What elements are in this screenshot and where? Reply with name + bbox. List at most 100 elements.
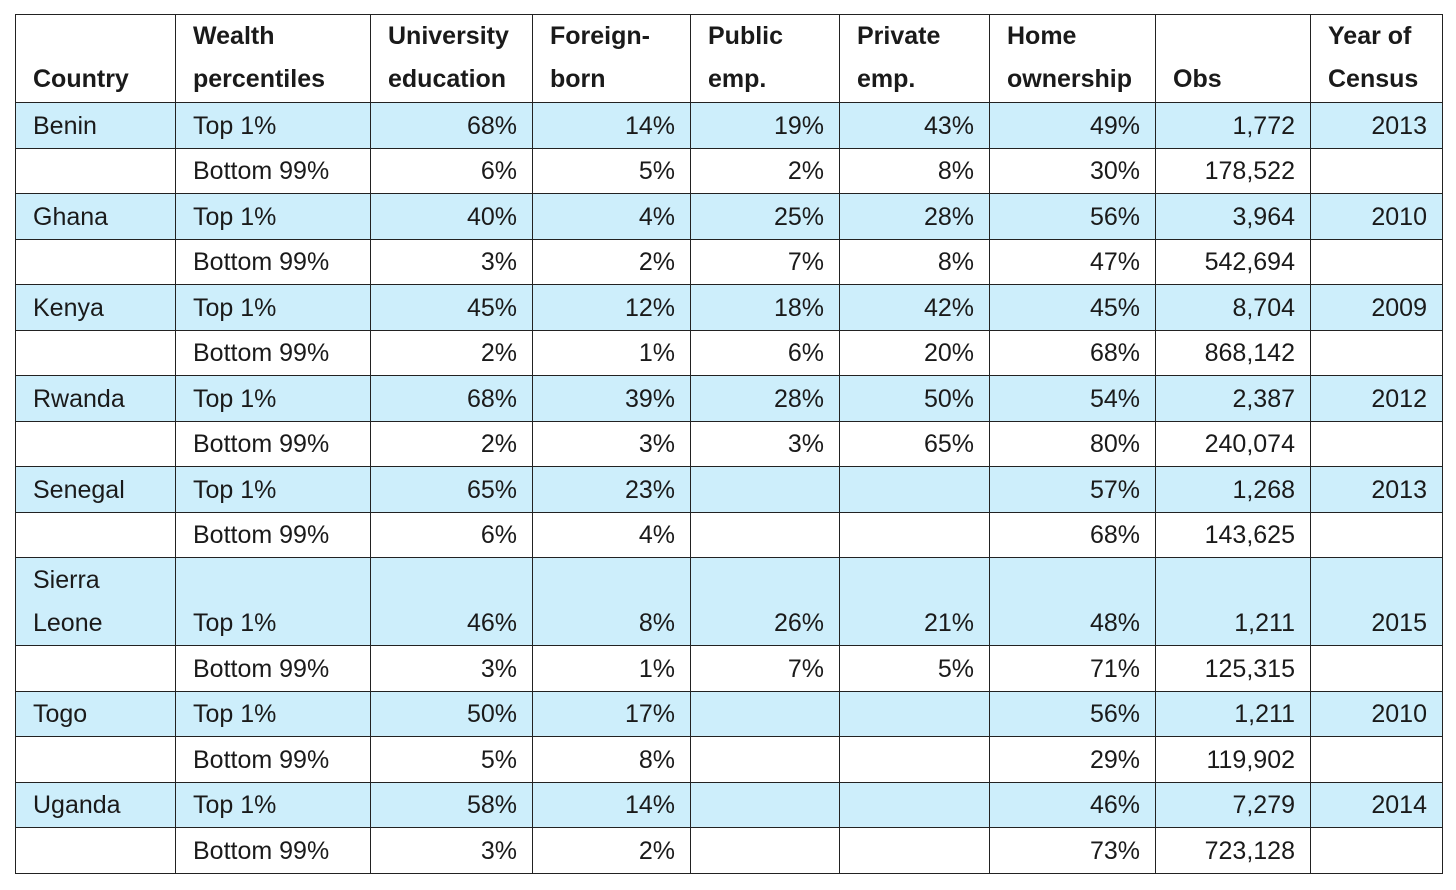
foreign-born-cell: 14% <box>532 781 691 828</box>
year-of-census-cell: 2009 <box>1310 284 1443 331</box>
obs-cell: 2,387 <box>1155 375 1311 422</box>
wealth-percentile-cell: Bottom 99% <box>175 238 371 285</box>
header-country: Country <box>15 14 176 103</box>
year-of-census-cell <box>1310 645 1443 692</box>
wealth-percentile-cell: Top 1% <box>175 284 371 331</box>
public-emp-cell <box>690 736 840 783</box>
header-row: Country Wealth percentiles University educ… <box>15 14 1443 103</box>
public-emp-cell: 2% <box>690 147 840 194</box>
private-emp-cell <box>839 827 990 874</box>
home-ownership-cell: 47% <box>989 238 1156 285</box>
obs-cell: 178,522 <box>1155 147 1311 194</box>
foreign-born-cell: 4% <box>532 511 691 558</box>
header-wealth-percentiles: Wealth percentiles <box>175 14 371 103</box>
home-ownership-cell: 56% <box>989 690 1156 737</box>
home-ownership-cell: 71% <box>989 645 1156 692</box>
private-emp-cell: 65% <box>839 420 990 467</box>
home-ownership-cell: 48% <box>989 557 1156 646</box>
private-emp-cell: 8% <box>839 238 990 285</box>
home-ownership-cell: 46% <box>989 781 1156 828</box>
wealth-percentile-cell: Top 1% <box>175 781 371 828</box>
private-emp-cell: 5% <box>839 645 990 692</box>
table-row: Togo Top 1% 50% 17% 56% 1,211 2010 <box>15 690 1443 737</box>
public-emp-cell <box>690 690 840 737</box>
obs-cell: 1,772 <box>1155 102 1311 149</box>
university-education-cell: 6% <box>370 147 533 194</box>
header-private-emp: Private emp. <box>839 14 990 103</box>
table-row: Bottom 99% 6% 5% 2% 8% 30% 178,522 <box>15 147 1443 194</box>
foreign-born-cell: 4% <box>532 193 691 240</box>
foreign-born-cell: 23% <box>532 466 691 513</box>
wealth-percentile-cell: Top 1% <box>175 102 371 149</box>
table-row: Ghana Top 1% 40% 4% 25% 28% 56% 3,964 2010 <box>15 193 1443 240</box>
country-cell <box>15 736 176 783</box>
country-cell: Kenya <box>15 284 176 331</box>
university-education-cell: 5% <box>370 736 533 783</box>
header-university-education: University education <box>370 14 533 103</box>
header-year-of-census: Year of Census <box>1310 14 1443 103</box>
private-emp-cell: 50% <box>839 375 990 422</box>
header-home-ownership: Home ownership <box>989 14 1156 103</box>
country-cell <box>15 420 176 467</box>
wealth-percentile-cell: Bottom 99% <box>175 736 371 783</box>
foreign-born-cell: 14% <box>532 102 691 149</box>
country-cell: Benin <box>15 102 176 149</box>
wealth-percentile-cell: Top 1% <box>175 375 371 422</box>
wealth-percentile-cell: Bottom 99% <box>175 329 371 376</box>
public-emp-cell <box>690 827 840 874</box>
home-ownership-cell: 73% <box>989 827 1156 874</box>
private-emp-cell <box>839 781 990 828</box>
public-emp-cell: 7% <box>690 645 840 692</box>
table-row: Sierra Leone Top 1% 46% 8% 26% 21% 48% 1,211 201… <box>15 557 1443 646</box>
university-education-cell: 46% <box>370 557 533 646</box>
year-of-census-cell <box>1310 420 1443 467</box>
obs-cell: 119,902 <box>1155 736 1311 783</box>
home-ownership-cell: 54% <box>989 375 1156 422</box>
home-ownership-cell: 30% <box>989 147 1156 194</box>
year-of-census-cell <box>1310 238 1443 285</box>
university-education-cell: 50% <box>370 690 533 737</box>
country-cell: Rwanda <box>15 375 176 422</box>
country-cell <box>15 645 176 692</box>
foreign-born-cell: 3% <box>532 420 691 467</box>
wealth-percentile-cell: Bottom 99% <box>175 420 371 467</box>
private-emp-cell: 42% <box>839 284 990 331</box>
table-row: Uganda Top 1% 58% 14% 46% 7,279 2014 <box>15 781 1443 828</box>
university-education-cell: 3% <box>370 238 533 285</box>
home-ownership-cell: 45% <box>989 284 1156 331</box>
home-ownership-cell: 80% <box>989 420 1156 467</box>
university-education-cell: 3% <box>370 645 533 692</box>
home-ownership-cell: 57% <box>989 466 1156 513</box>
public-emp-cell: 25% <box>690 193 840 240</box>
wealth-percentile-cell: Top 1% <box>175 557 371 646</box>
table-row: Senegal Top 1% 65% 23% 57% 1,268 2013 <box>15 466 1443 513</box>
year-of-census-cell: 2015 <box>1310 557 1443 646</box>
home-ownership-cell: 56% <box>989 193 1156 240</box>
wealth-percentile-cell: Top 1% <box>175 690 371 737</box>
public-emp-cell <box>690 466 840 513</box>
country-cell: Togo <box>15 690 176 737</box>
university-education-cell: 3% <box>370 827 533 874</box>
private-emp-cell: 28% <box>839 193 990 240</box>
country-cell: Senegal <box>15 466 176 513</box>
year-of-census-cell <box>1310 147 1443 194</box>
public-emp-cell: 7% <box>690 238 840 285</box>
wealth-percentile-cell: Bottom 99% <box>175 827 371 874</box>
table-row: Bottom 99% 3% 1% 7% 5% 71% 125,315 <box>15 645 1443 692</box>
wealth-percentile-cell: Bottom 99% <box>175 645 371 692</box>
country-cell <box>15 827 176 874</box>
foreign-born-cell: 8% <box>532 557 691 646</box>
private-emp-cell <box>839 511 990 558</box>
wealth-census-table: Country Wealth percentiles University educ… <box>15 14 1443 874</box>
foreign-born-cell: 2% <box>532 238 691 285</box>
obs-cell: 125,315 <box>1155 645 1311 692</box>
foreign-born-cell: 12% <box>532 284 691 331</box>
obs-cell: 240,074 <box>1155 420 1311 467</box>
home-ownership-cell: 68% <box>989 329 1156 376</box>
home-ownership-cell: 49% <box>989 102 1156 149</box>
university-education-cell: 68% <box>370 102 533 149</box>
table-row: Bottom 99% 2% 1% 6% 20% 68% 868,142 <box>15 329 1443 376</box>
country-cell: Sierra Leone <box>15 557 176 646</box>
foreign-born-cell: 2% <box>532 827 691 874</box>
year-of-census-cell <box>1310 827 1443 874</box>
